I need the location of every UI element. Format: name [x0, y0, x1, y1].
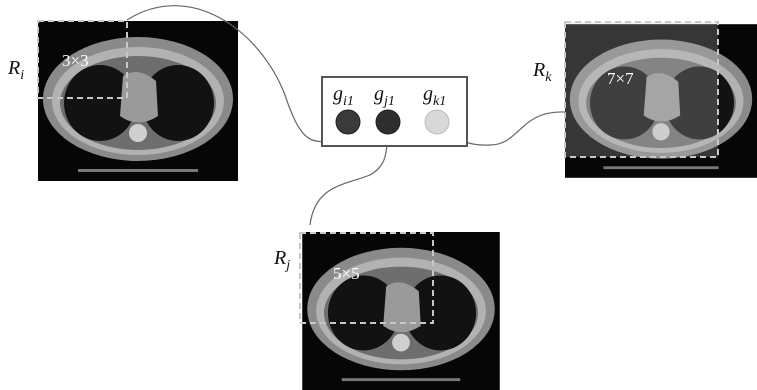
region-sub: i: [20, 68, 24, 83]
feature-sub: k1: [433, 94, 446, 109]
region-label: Ri: [7, 57, 24, 83]
connector: [310, 135, 388, 225]
feature-dot: [376, 110, 400, 134]
feature-dot: [336, 110, 360, 134]
region-sub: k: [545, 70, 552, 85]
window-fill: [565, 22, 718, 157]
ct-image: [38, 21, 238, 181]
feature-base: g: [423, 83, 433, 105]
window-size: 5×5: [333, 264, 360, 283]
region-base: R: [7, 57, 20, 79]
region-label: Rk: [532, 59, 552, 85]
feature-dot: [425, 110, 449, 134]
feature-sub: i1: [343, 94, 354, 109]
region-base: R: [532, 59, 545, 81]
feature-sub: j1: [382, 94, 395, 109]
region-base: R: [273, 247, 286, 269]
feature-base: g: [374, 83, 384, 105]
feature-base: g: [333, 83, 343, 105]
window-size: 7×7: [607, 69, 634, 88]
ct-image: [302, 232, 500, 390]
diagram: gi1 gj1 gk1 Ri Rj Rk 3×3 5×5 7×7: [0, 0, 757, 390]
window-size: 3×3: [62, 51, 89, 70]
region-label: Rj: [273, 247, 290, 273]
